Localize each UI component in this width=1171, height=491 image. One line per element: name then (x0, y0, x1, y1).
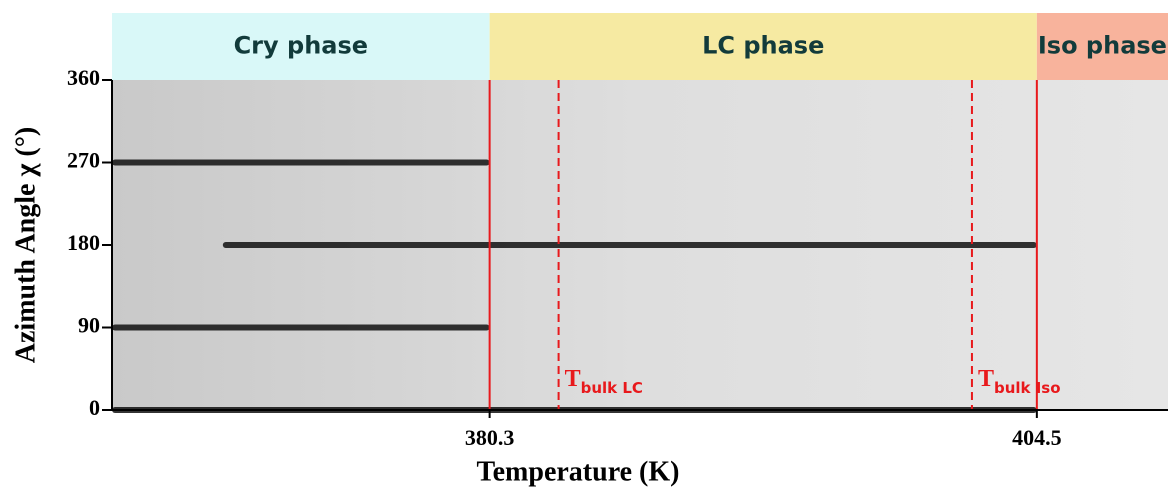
x-axis-label: Temperature (K) (477, 456, 680, 487)
phase-label: Iso phase (1038, 32, 1167, 60)
y-axis-label: Azimuth Angle χ (°) (10, 127, 41, 363)
y-tick-label: 360 (67, 65, 100, 90)
phase-label: Cry phase (234, 32, 368, 60)
phase-label: LC phase (702, 32, 824, 60)
annotation-subscript: bulk Iso (994, 379, 1061, 397)
y-tick-label: 90 (78, 313, 100, 338)
annotation: Tbulk Iso (978, 366, 1061, 397)
x-tick-label: 404.5 (1012, 425, 1062, 450)
phase-region (1036, 13, 1168, 80)
annotation: Tbulk LC (565, 366, 643, 397)
intensity-band (112, 324, 490, 331)
y-tick-label: 180 (67, 230, 100, 255)
intensity-band (112, 159, 490, 166)
annotation-symbol: T (565, 366, 581, 392)
y-tick-label: 270 (67, 148, 100, 173)
intensity-band (222, 242, 1037, 248)
phase-region (489, 13, 1037, 80)
annotation-subscript: bulk LC (581, 379, 643, 397)
annotation-symbol: T (978, 366, 994, 392)
x-tick-label: 380.3 (465, 425, 515, 450)
y-tick-label: 0 (89, 395, 100, 420)
phase-region (112, 13, 490, 80)
